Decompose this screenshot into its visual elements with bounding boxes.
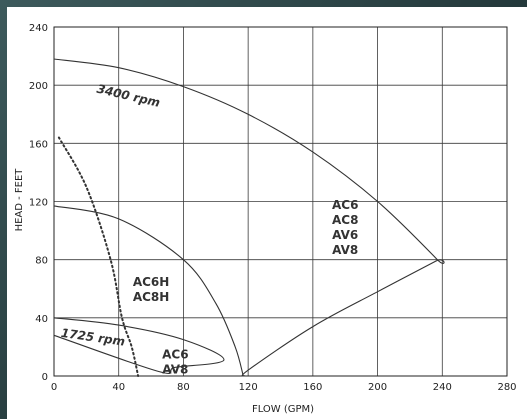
x-tick-label-5: 200 xyxy=(368,382,387,393)
label-big-line-1: AC8 xyxy=(332,213,358,227)
y-tick-label-6: 240 xyxy=(29,23,48,34)
label-ac6-av8-line-0: AC6 xyxy=(162,348,188,362)
y-tick-label-2: 80 xyxy=(35,256,48,267)
curve-npsh xyxy=(57,136,140,377)
x-tick-label-0: 0 xyxy=(51,382,57,393)
x-tick-labels: 0 40 80 120 160 200 240 280 xyxy=(51,382,517,393)
x-tick-label-3: 120 xyxy=(239,382,258,393)
label-big-line-2: AV6 xyxy=(332,228,358,242)
label-ac6-av8: AC6 AV8 xyxy=(162,348,188,377)
label-ac6h: AC6H AC8H xyxy=(133,275,170,304)
curve-3400 xyxy=(53,58,445,377)
curve-1725 xyxy=(53,317,225,375)
x-tick-label-7: 280 xyxy=(497,382,516,393)
label-ac6h-line-0: AC6H xyxy=(133,275,170,289)
y-tick-label-3: 120 xyxy=(29,198,48,209)
y-tick-label-1: 40 xyxy=(35,314,48,325)
label-ac6h-line-1: AC8H xyxy=(133,290,170,304)
x-tick-label-2: 80 xyxy=(177,382,190,393)
grid-lines xyxy=(53,26,508,377)
label-1725: 1725 rpm xyxy=(60,326,126,349)
label-big-line-0: AC6 xyxy=(332,198,358,212)
plot-border xyxy=(53,26,508,377)
y-tick-label-0: 0 xyxy=(42,372,48,383)
x-tick-label-6: 240 xyxy=(433,382,452,393)
x-axis-label: FLOW (GPM) xyxy=(252,404,314,415)
y-axis-label: HEAD - FEET xyxy=(14,168,25,232)
y-tick-label-5: 200 xyxy=(29,81,48,92)
label-big-line-3: AV8 xyxy=(332,243,358,257)
x-tick-label-1: 40 xyxy=(112,382,125,393)
x-tick-label-4: 160 xyxy=(303,382,322,393)
chart-panel xyxy=(7,7,527,419)
curve-mid xyxy=(53,205,244,377)
y-tick-labels: 0 40 80 120 160 200 240 xyxy=(29,23,48,383)
label-big: AC6 AC8 AV6 AV8 xyxy=(332,198,358,257)
label-ac6-av8-line-1: AV8 xyxy=(162,363,188,377)
y-tick-label-4: 160 xyxy=(29,139,48,150)
performance-curves xyxy=(53,58,445,377)
label-3400: 3400 rpm xyxy=(95,82,161,110)
